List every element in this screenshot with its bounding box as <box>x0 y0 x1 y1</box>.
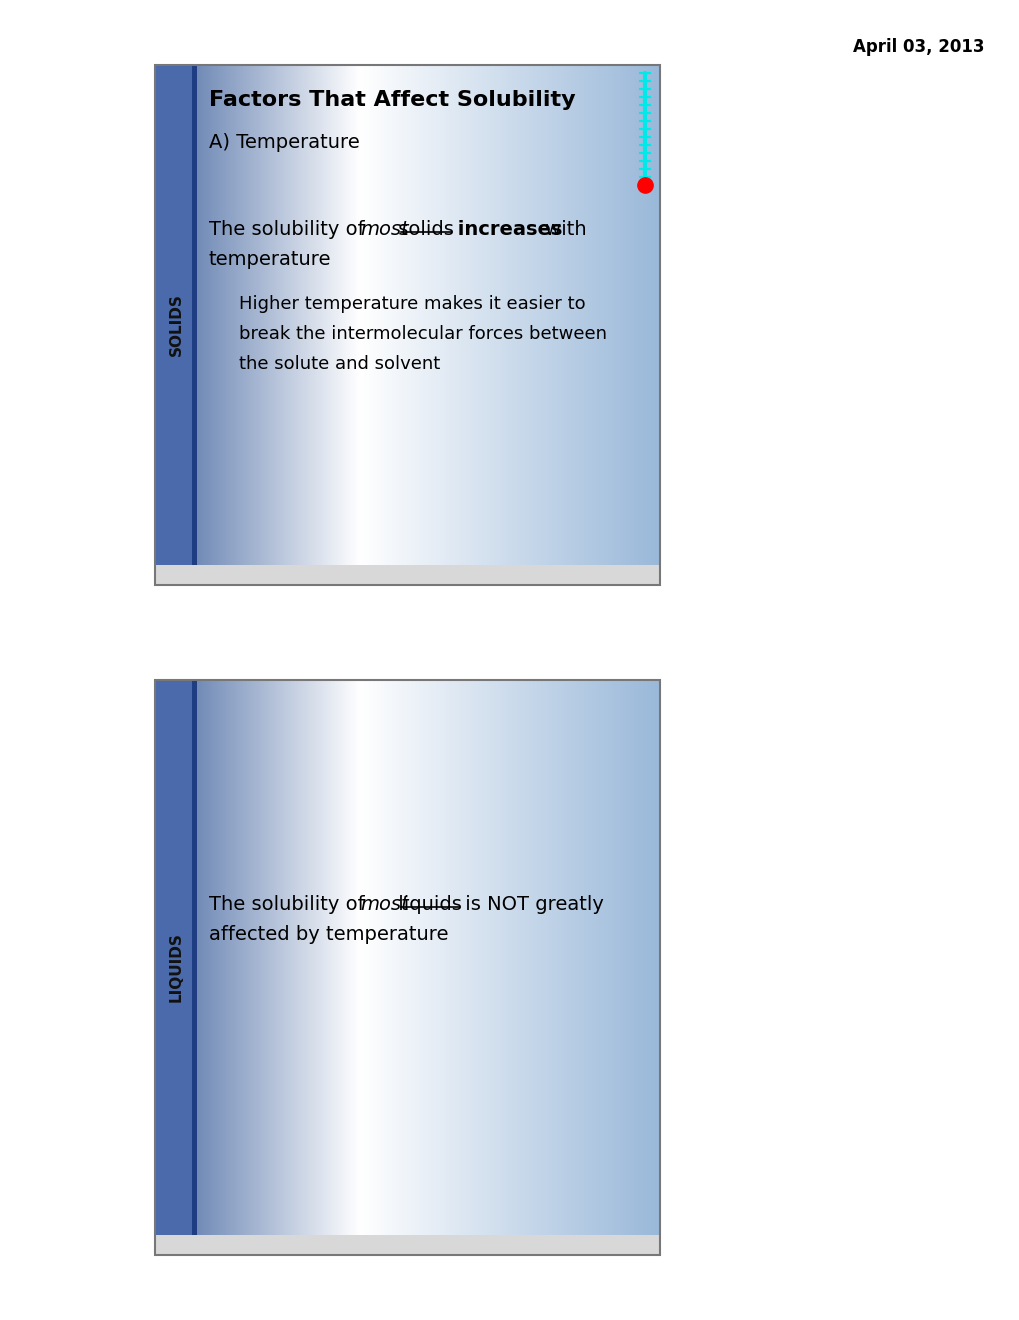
Bar <box>155 680 197 1255</box>
Bar <box>155 65 659 585</box>
Bar <box>155 565 659 585</box>
Text: most: most <box>360 895 409 913</box>
Text: break the intermolecular forces between: break the intermolecular forces between <box>238 325 606 343</box>
Bar <box>192 65 197 585</box>
Text: The solubility of: The solubility of <box>209 895 371 913</box>
Text: most: most <box>360 220 409 239</box>
Text: is NOT greatly: is NOT greatly <box>459 895 603 913</box>
Text: temperature: temperature <box>209 249 331 269</box>
Text: Factors That Affect Solubility: Factors That Affect Solubility <box>209 90 575 110</box>
Text: affected by temperature: affected by temperature <box>209 925 448 944</box>
Bar <box>192 680 197 1255</box>
Text: Higher temperature makes it easier to: Higher temperature makes it easier to <box>238 294 585 313</box>
Text: increases: increases <box>450 220 561 239</box>
Bar <box>155 680 659 1255</box>
Text: April 03, 2013: April 03, 2013 <box>853 38 984 55</box>
Text: A) Temperature: A) Temperature <box>209 133 360 152</box>
Text: the solute and solvent: the solute and solvent <box>238 355 440 374</box>
Text: LIQUIDS: LIQUIDS <box>168 932 183 1002</box>
Bar <box>155 65 197 585</box>
Bar <box>155 1236 659 1255</box>
Text: liquids: liquids <box>391 895 462 913</box>
Text: SOLIDS: SOLIDS <box>168 293 183 356</box>
Text: solids: solids <box>391 220 453 239</box>
Text: with: with <box>539 220 586 239</box>
Text: The solubility of: The solubility of <box>209 220 371 239</box>
